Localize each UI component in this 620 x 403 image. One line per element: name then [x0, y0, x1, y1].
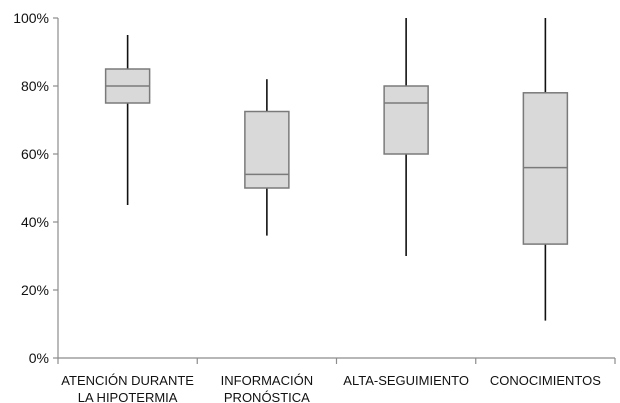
category-label: CONOCIMIENTOS	[490, 373, 601, 388]
axes	[57, 18, 616, 364]
interquartile-box	[522, 92, 569, 245]
y-tick-label: 20%	[21, 282, 49, 298]
category-label: ATENCIÓN DURANTE LA HIPOTERMIA	[61, 373, 194, 403]
y-tick-labels: 0% 20% 40% 60% 80% 100%	[13, 10, 58, 366]
y-tick-label: 80%	[21, 78, 49, 94]
y-tick-label: 0%	[29, 350, 49, 366]
y-tick-label: 100%	[13, 10, 49, 26]
category-labels: ATENCIÓN DURANTE LA HIPOTERMIA INFORMACIÓN…	[61, 373, 601, 403]
interquartile-box	[244, 110, 290, 189]
boxes	[104, 18, 569, 321]
box-2	[244, 79, 290, 236]
category-label: ALTA-SEGUIMIENTO	[343, 373, 469, 388]
category-label: INFORMACIÓN PRONÓSTICA	[221, 373, 313, 403]
box-3	[383, 18, 429, 256]
y-tick-label: 60%	[21, 146, 49, 162]
box-1	[104, 35, 151, 205]
box-4	[522, 18, 569, 321]
interquartile-box	[383, 85, 429, 155]
y-tick-label: 40%	[21, 214, 49, 230]
